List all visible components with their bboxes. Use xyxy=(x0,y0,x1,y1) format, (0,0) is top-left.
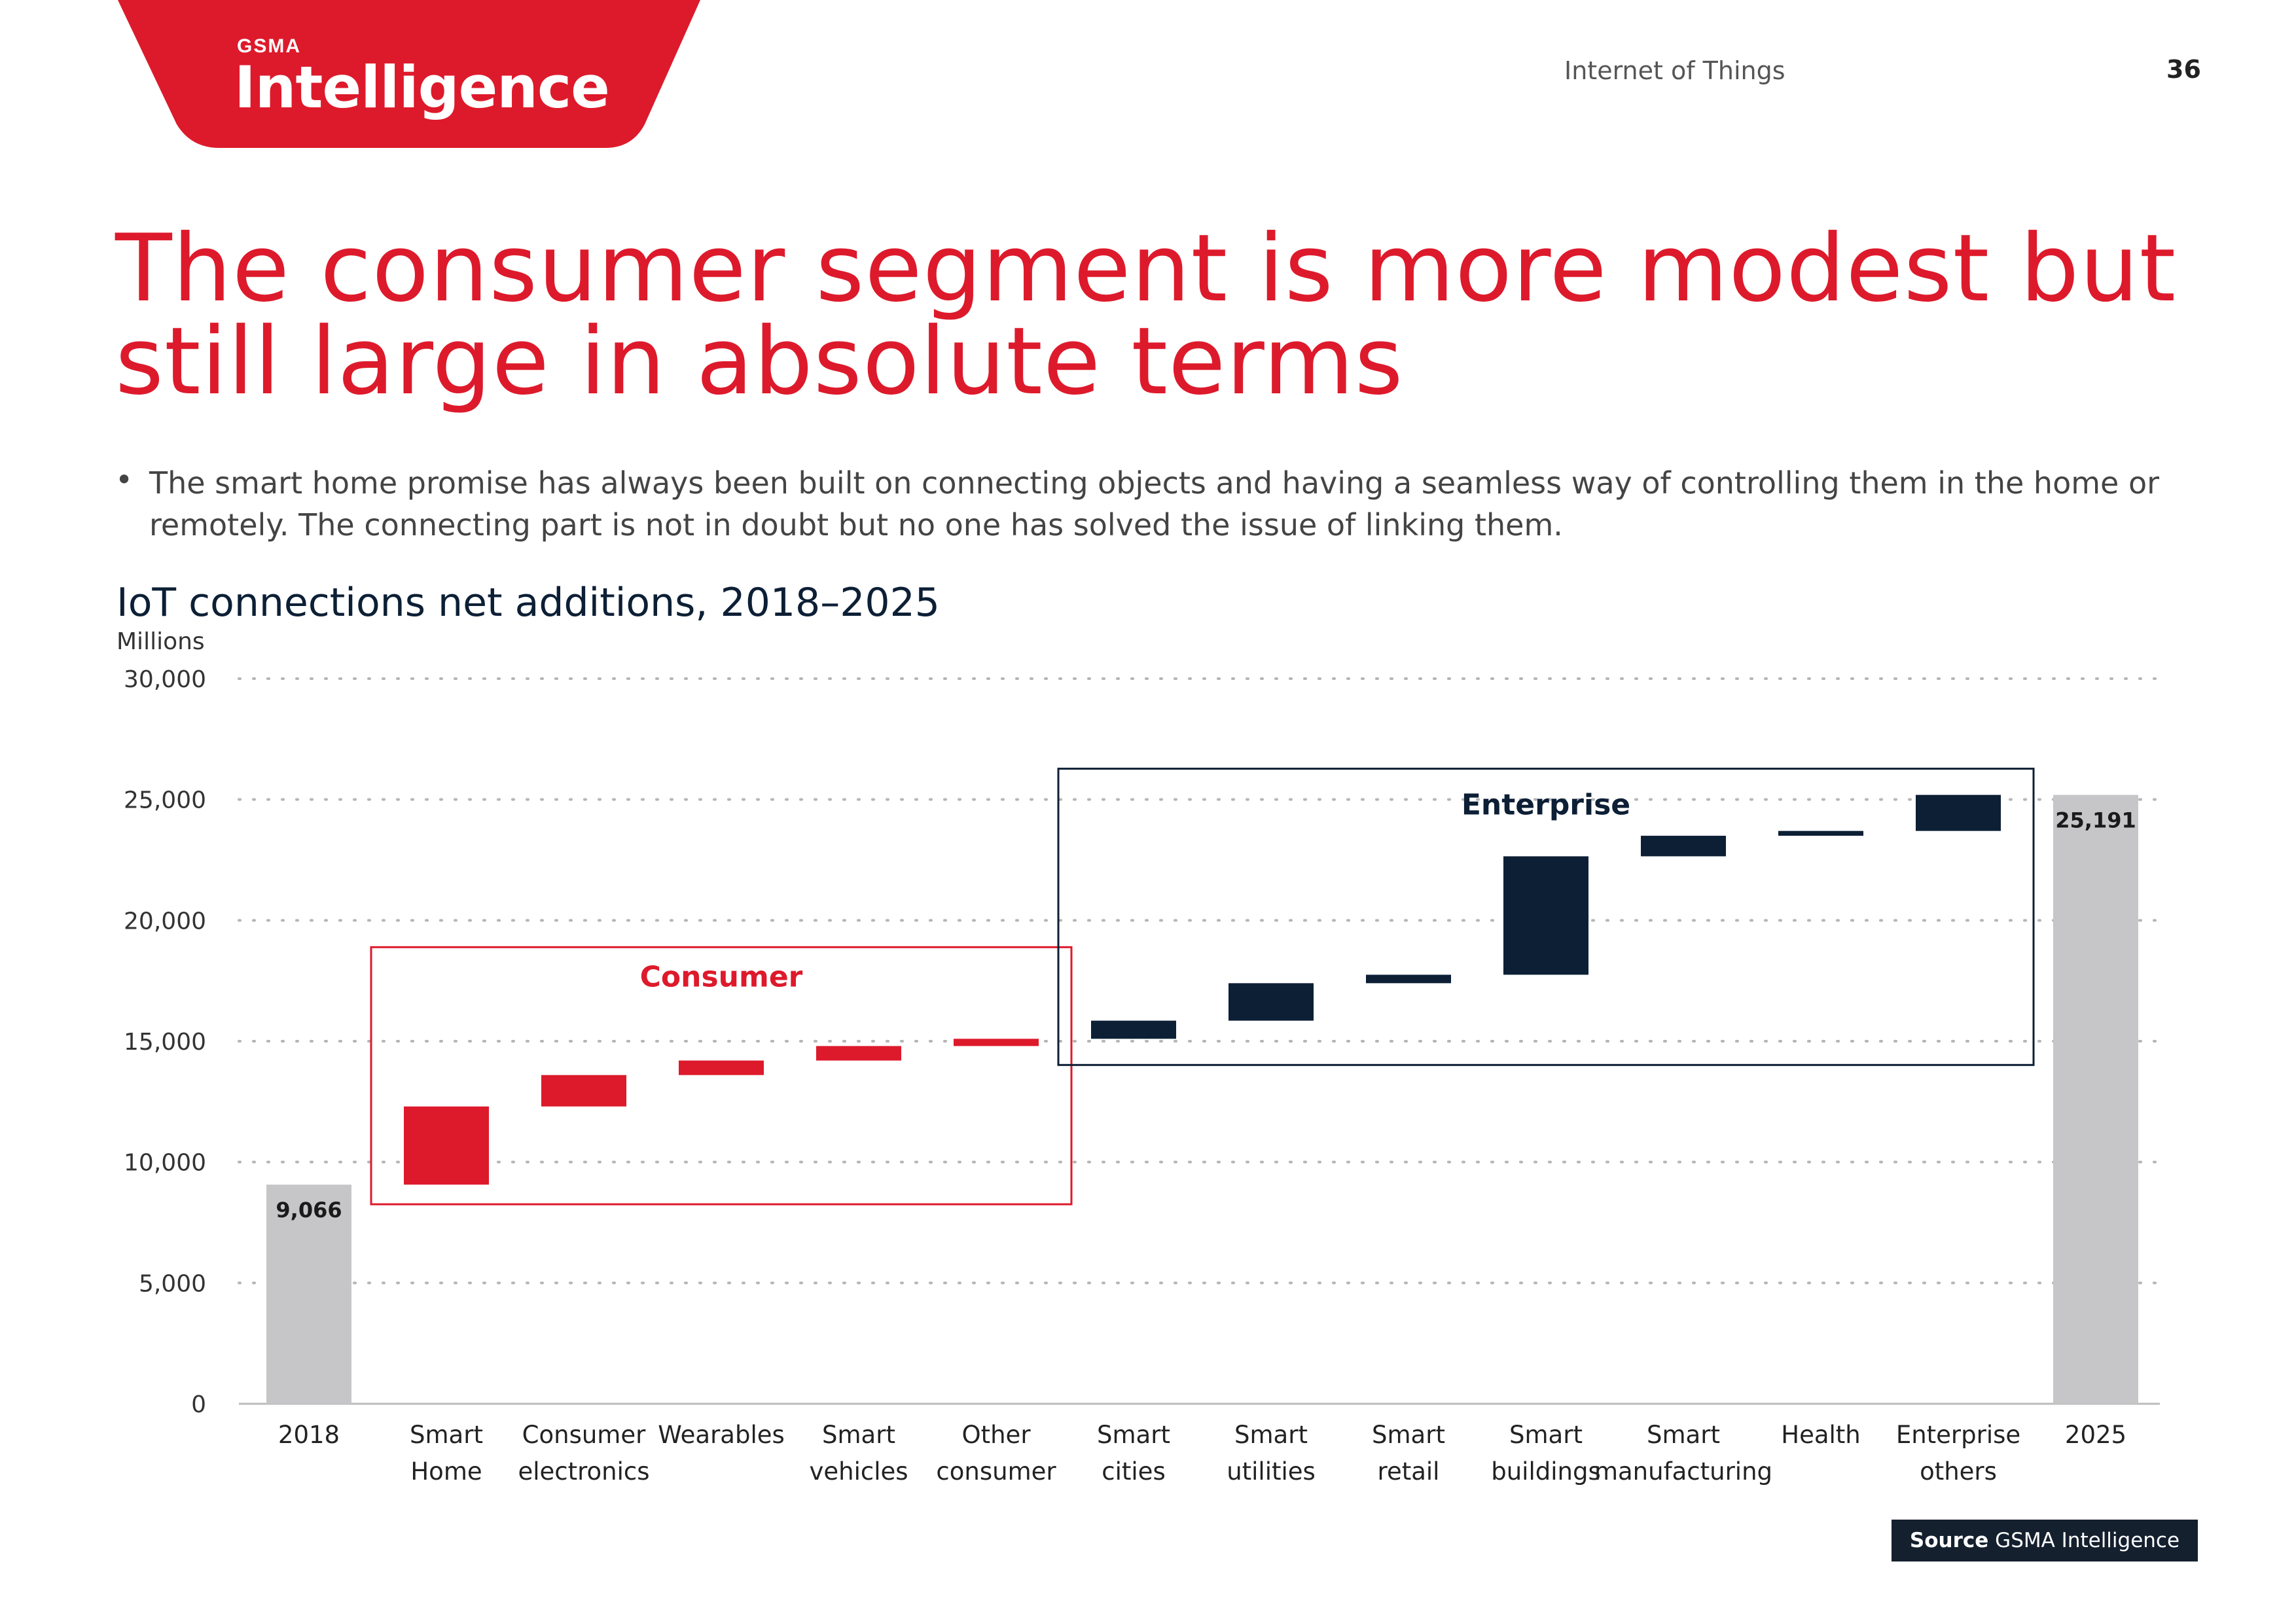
x-tick-label: vehicles xyxy=(809,1457,908,1486)
x-tick-label: retail xyxy=(1378,1457,1440,1486)
bar-2025 xyxy=(2053,794,2138,1404)
bar-smart-cities xyxy=(1091,1020,1176,1039)
grid-lines xyxy=(238,677,2161,1405)
y-tick-label: 30,000 xyxy=(124,666,206,693)
y-tick-label: 10,000 xyxy=(124,1150,206,1177)
x-tick-label: Smart xyxy=(1509,1421,1583,1449)
x-tick-label: Smart xyxy=(1234,1421,1308,1449)
page-title: The consumer segment is more modest but … xyxy=(115,215,2177,416)
x-tick-label: Consumer xyxy=(522,1421,646,1449)
y-tick-label: 25,000 xyxy=(124,787,206,814)
bar-2018 xyxy=(266,1185,351,1404)
section-label: Internet of Things xyxy=(1564,56,1785,85)
bar-other-consumer xyxy=(954,1039,1039,1046)
x-tick-label: Smart xyxy=(822,1421,895,1449)
chart-title: IoT connections net additions, 2018–2025 xyxy=(117,580,940,626)
bullet-dot: • xyxy=(115,462,134,497)
group-boxes: Consumer Enterprise xyxy=(370,768,2035,1205)
x-tick-label: electronics xyxy=(518,1457,649,1486)
bar-smart-manufacturing xyxy=(1641,836,1726,857)
group-box-consumer xyxy=(370,946,1073,1205)
page-number: 36 xyxy=(2166,55,2201,84)
bar-health xyxy=(1778,830,1863,836)
x-tick-label: cities xyxy=(1102,1457,1165,1486)
bar-smart-buildings xyxy=(1503,856,1588,975)
x-tick-label: 2018 xyxy=(278,1421,340,1449)
x-tick-label: buildings xyxy=(1491,1457,1600,1486)
x-tick-label: 2025 xyxy=(2065,1421,2126,1449)
x-tick-label: Home xyxy=(410,1457,482,1486)
y-tick-label: 20,000 xyxy=(124,908,206,935)
x-axis-labels: 2018 Smart Home Consumer electronics Wearable… xyxy=(278,1421,2126,1486)
bars: 9,066 25,191 xyxy=(266,794,2138,1404)
group-label-enterprise: Enterprise xyxy=(1462,789,1630,822)
x-tick-label: Health xyxy=(1781,1421,1861,1449)
group-box-enterprise xyxy=(1057,768,2035,1066)
bar-smart-retail xyxy=(1366,974,1451,984)
x-tick-label: Smart xyxy=(1097,1421,1170,1449)
brand-gsma: GSMA xyxy=(237,35,301,57)
y-axis-ticks: 0 5,000 10,000 15,000 20,000 25,000 30,000 xyxy=(124,666,206,1418)
bar-enterprise-others xyxy=(1916,794,2001,831)
y-tick-label: 15,000 xyxy=(124,1029,206,1056)
source-label: Source xyxy=(1909,1529,1989,1552)
x-tick-label: Smart xyxy=(1647,1421,1720,1449)
source-badge: Source GSMA Intelligence xyxy=(1892,1520,2198,1561)
brand-intelligence: Intelligence xyxy=(234,54,610,121)
x-tick-label: Smart xyxy=(410,1421,483,1449)
group-label-consumer: Consumer xyxy=(640,960,803,993)
bar-smart-utilities xyxy=(1229,983,1314,1021)
source-value: GSMA Intelligence xyxy=(1995,1529,2180,1552)
x-tick-label: Smart xyxy=(1372,1421,1445,1449)
bar-smart-vehicles xyxy=(816,1046,901,1061)
bar-value-label: 25,191 xyxy=(2055,808,2136,833)
y-tick-label: 5,000 xyxy=(139,1270,206,1297)
bullet-text: The smart home promise has always been b… xyxy=(149,465,2159,543)
x-tick-label: Enterprise xyxy=(1896,1421,2020,1449)
bar-consumer-electronics xyxy=(541,1075,626,1107)
x-tick-label: Other xyxy=(961,1421,1031,1449)
x-tick-label: consumer xyxy=(936,1457,1056,1486)
bar-value-label: 9,066 xyxy=(276,1198,342,1222)
brand-banner xyxy=(118,0,700,148)
x-tick-label: utilities xyxy=(1227,1457,1316,1486)
x-tick-label: manufacturing xyxy=(1594,1457,1772,1486)
bar-wearables xyxy=(679,1060,764,1075)
chart-unit-label: Millions xyxy=(117,628,205,655)
x-tick-label: others xyxy=(1920,1457,1997,1486)
y-tick-label: 0 xyxy=(191,1391,206,1418)
x-tick-label: Wearables xyxy=(658,1421,785,1449)
brand-banner-shape xyxy=(118,0,700,148)
bar-smart-home xyxy=(404,1106,489,1185)
